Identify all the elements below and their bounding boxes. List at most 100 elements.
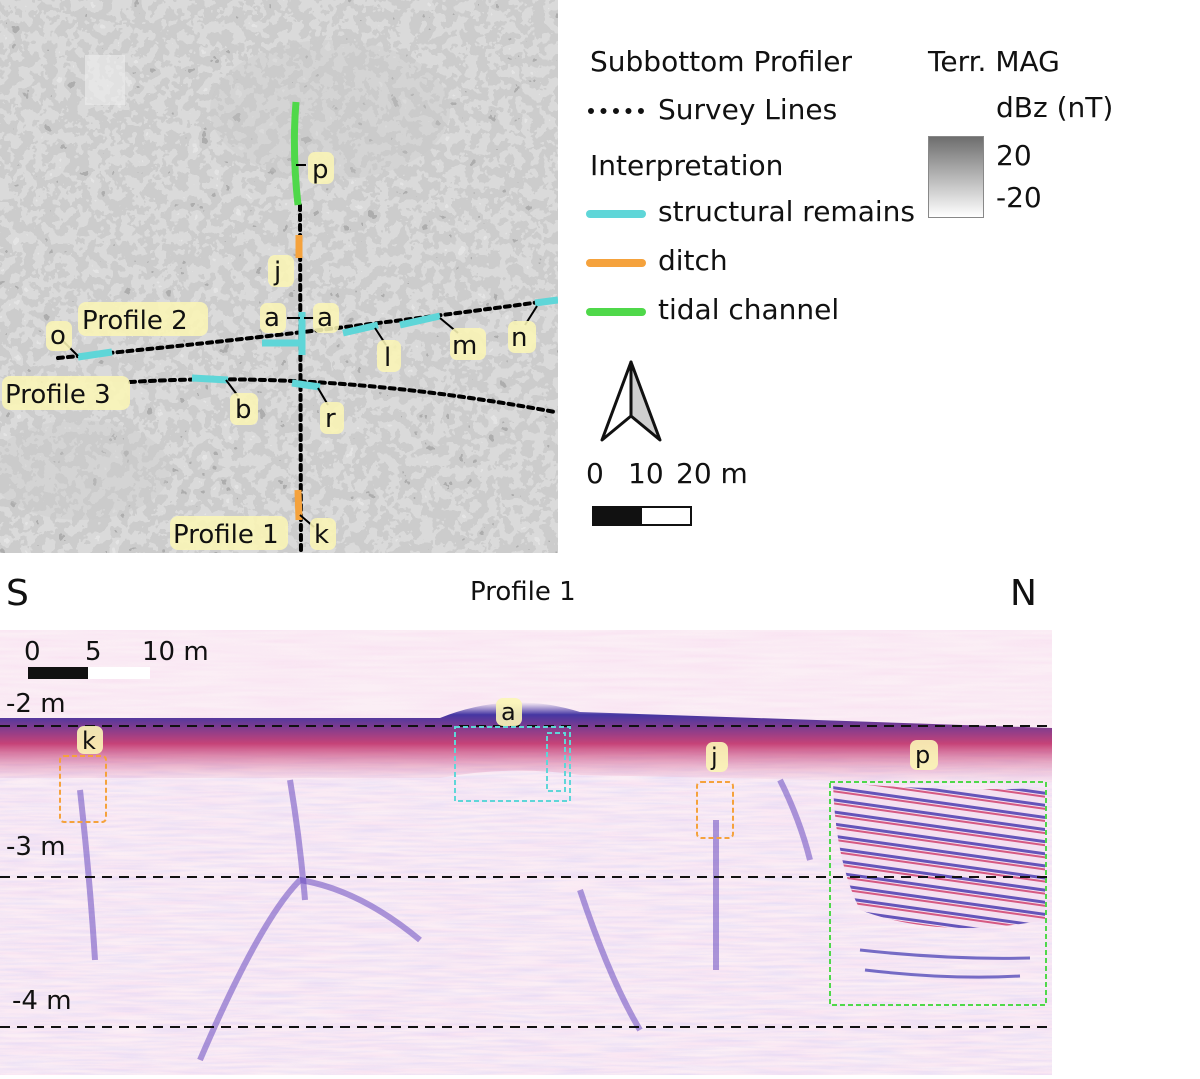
label-bg-p: [910, 740, 938, 770]
label-feature-a: a: [264, 303, 280, 333]
profile-scale-bar-white: [88, 667, 150, 679]
survey-line-profile-3: [128, 377, 557, 414]
label-bg-m: [450, 328, 486, 360]
profile-north-label: N: [1010, 573, 1037, 614]
legend-structural-remains: structural remains: [658, 195, 915, 228]
legend-mag-unit: dBz (nT): [996, 91, 1114, 124]
map-scale-label-0: 0: [586, 457, 604, 490]
label-bg-k: [310, 518, 336, 550]
map-scale-label-10: 10: [628, 457, 664, 490]
smooth-zone: [210, 40, 450, 180]
profile-label-k: k: [82, 727, 96, 755]
segment-b-structural: [191, 374, 229, 384]
segment-l-structural: [342, 321, 379, 337]
reflector: [287, 779, 308, 901]
seafloor-reflector: [0, 702, 1052, 785]
label-feature-k: k: [314, 520, 329, 550]
profile-scale-5: 5: [85, 637, 102, 667]
label-bg-profile-3: [2, 376, 130, 410]
label-feature-r: r: [325, 404, 336, 434]
profile-south-label: S: [6, 573, 29, 614]
interpretation-segments: [77, 101, 559, 521]
segment-m-structural: [399, 312, 441, 329]
label-bg-l: [377, 340, 401, 372]
reflector: [577, 889, 643, 1032]
segment-o-structural: [77, 348, 113, 361]
reflector: [864, 968, 1021, 979]
reflector: [859, 948, 1031, 960]
box-a-structural-inner: [546, 732, 566, 792]
depth-lines: [0, 725, 1052, 1028]
map-scale-label-20: 20 m: [676, 457, 748, 490]
subbottom-profile-1: S N Profile 1: [0, 560, 1200, 1075]
map-canvas: Profile 2 Profile 3 Profile 1 p j a a o …: [0, 0, 559, 562]
label-feature-j: j: [273, 257, 281, 287]
segment-r-structural: [291, 379, 321, 391]
reflector: [197, 876, 422, 1062]
profile-label-j: j: [710, 743, 718, 771]
label-bg-a: [496, 698, 522, 726]
legend-mag-title: Terr. MAG: [928, 45, 1060, 78]
label-profile-2: Profile 2: [82, 306, 188, 336]
label-bg-a: [313, 303, 339, 333]
legend-ditch: ditch: [658, 244, 728, 277]
label-bg-j: [706, 742, 728, 772]
label-bg-a: [260, 303, 286, 333]
depth-label-2m: -2 m: [6, 689, 66, 719]
legend-swatch-structural: [586, 210, 646, 218]
label-feature-b: b: [235, 395, 252, 425]
depth-label-3m: -3 m: [6, 832, 66, 862]
box-k-ditch: [59, 755, 107, 823]
bright-anomaly: [85, 55, 125, 105]
legend-swatch-ditch: [586, 259, 646, 267]
label-bg-k: [77, 726, 103, 754]
label-bg-j: [268, 255, 294, 287]
label-feature-n: n: [511, 323, 527, 353]
tidal-channel-layers: [833, 782, 1045, 928]
label-bg-b: [230, 393, 258, 425]
label-profile-3: Profile 3: [5, 380, 111, 410]
legend-mag-min: -20: [996, 181, 1042, 214]
box-j-ditch: [696, 781, 734, 839]
profile-title: Profile 1: [470, 577, 576, 607]
profile-scale-10: 10 m: [142, 637, 209, 667]
label-feature-p: p: [312, 155, 329, 185]
label-feature-l: l: [384, 343, 391, 373]
smooth-zone: [0, 420, 170, 520]
profile-scale-0: 0: [24, 637, 41, 667]
label-bg-profile-2: [78, 302, 208, 336]
segment-p-tidal-channel: [290, 101, 302, 206]
label-bg-p: [308, 152, 334, 184]
label-backgrounds: [2, 152, 536, 550]
profile-feature-labels: a k j p: [82, 698, 930, 771]
legend-interpretation-title: Interpretation: [590, 149, 784, 182]
legend-survey-line-swatch: [588, 108, 644, 114]
legend-tidal-channel: tidal channel: [658, 293, 840, 326]
label-feature-a: a: [317, 303, 333, 333]
label-feature-o: o: [50, 321, 66, 351]
depth-label-4m: -4 m: [12, 986, 72, 1016]
map-scale-bar: [592, 506, 692, 526]
north-arrow-icon: [600, 360, 662, 442]
legend-mag-max: 20: [996, 139, 1032, 172]
box-a-structural: [454, 726, 571, 802]
label-profile-1: Profile 1: [173, 520, 279, 550]
profile-label-backgrounds: [77, 698, 938, 772]
label-bg-o: [46, 321, 72, 351]
segment-k-ditch: [294, 489, 303, 521]
channel-fill-reflectors: [859, 948, 1031, 979]
legend-survey-lines: Survey Lines: [658, 93, 838, 126]
profile-label-a: a: [501, 698, 516, 726]
label-bg-n: [508, 321, 536, 353]
legend-swatch-tidal-channel: [586, 308, 646, 316]
box-p-tidal-channel: [829, 781, 1047, 1006]
label-bg-r: [320, 402, 344, 434]
label-bg-profile-1: [170, 516, 288, 550]
profile-scale-bar-black: [28, 667, 88, 679]
legend: Subbottom Profiler Survey Lines Interpre…: [558, 0, 1200, 560]
mag-colorbar: [928, 136, 984, 218]
map-labels: Profile 2 Profile 3 Profile 1 p j a a o …: [5, 155, 527, 550]
segment-n-structural: [534, 296, 559, 307]
reflector: [777, 778, 813, 861]
label-feature-m: m: [452, 331, 477, 361]
